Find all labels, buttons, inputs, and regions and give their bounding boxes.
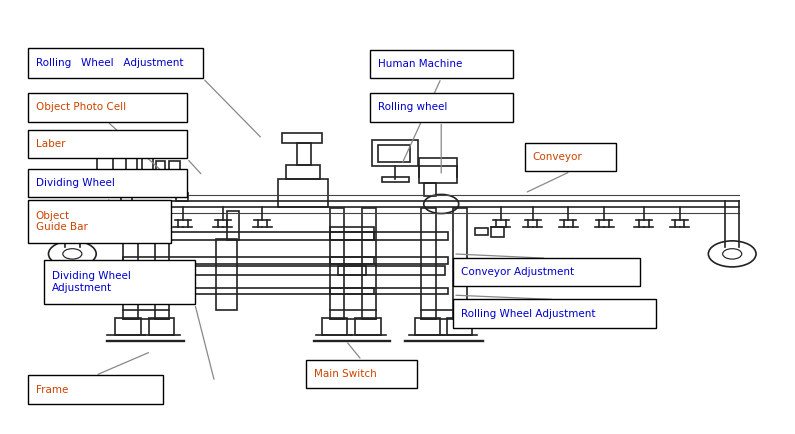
Bar	[372, 140, 418, 166]
Bar	[297, 143, 311, 165]
Bar	[419, 158, 457, 183]
Bar	[338, 266, 445, 275]
Bar	[330, 227, 374, 240]
Text: Rolling   Wheel   Adjustment: Rolling Wheel Adjustment	[36, 58, 184, 68]
Bar	[370, 50, 513, 78]
Bar	[330, 208, 344, 319]
Bar	[97, 148, 113, 193]
Bar	[491, 227, 504, 237]
Text: Dividing Wheel: Dividing Wheel	[36, 178, 114, 188]
Bar	[28, 48, 203, 78]
Bar	[355, 318, 381, 335]
Bar	[176, 193, 188, 201]
Bar	[421, 208, 436, 319]
Bar	[453, 258, 640, 286]
Bar	[131, 266, 366, 275]
Bar	[453, 299, 656, 328]
Bar	[156, 161, 165, 189]
Text: Main Switch: Main Switch	[314, 369, 377, 379]
Bar	[123, 232, 374, 240]
Bar	[123, 257, 374, 264]
Bar	[447, 318, 472, 335]
Bar	[28, 130, 187, 158]
Bar	[28, 169, 187, 197]
Bar	[330, 288, 448, 294]
Bar	[370, 93, 513, 122]
Text: Dividing Wheel
Adjustment: Dividing Wheel Adjustment	[52, 271, 130, 293]
Bar	[525, 143, 616, 171]
Bar	[216, 239, 237, 310]
Bar	[322, 318, 347, 335]
Bar	[306, 360, 417, 388]
Bar	[28, 200, 171, 243]
Bar	[44, 260, 195, 304]
Bar	[142, 154, 153, 193]
Bar	[330, 232, 448, 240]
Bar	[121, 193, 132, 201]
Bar	[169, 161, 180, 187]
Bar	[28, 375, 163, 404]
Text: Rolling Wheel Adjustment: Rolling Wheel Adjustment	[461, 309, 595, 319]
Bar	[149, 318, 174, 335]
Bar	[28, 93, 187, 122]
Bar	[278, 179, 328, 207]
Bar	[415, 318, 440, 335]
Text: Rolling wheel: Rolling wheel	[378, 102, 447, 112]
Bar	[382, 177, 409, 182]
Bar	[123, 288, 374, 294]
Bar	[126, 156, 137, 189]
Bar	[362, 208, 376, 319]
Bar	[424, 183, 436, 196]
Bar	[227, 211, 239, 240]
Bar	[475, 228, 488, 235]
Bar	[123, 208, 138, 319]
Text: Object
Guide Bar: Object Guide Bar	[36, 210, 87, 232]
Text: Frame: Frame	[36, 385, 68, 395]
Bar	[378, 145, 410, 162]
Text: Laber: Laber	[36, 139, 65, 149]
Bar	[115, 318, 141, 335]
Text: Conveyor Adjustment: Conveyor Adjustment	[461, 267, 574, 277]
Bar	[286, 165, 320, 179]
Text: Object Photo Cell: Object Photo Cell	[36, 102, 126, 112]
Bar	[282, 133, 322, 143]
Text: Conveyor: Conveyor	[533, 152, 583, 162]
Bar	[330, 257, 448, 264]
Bar	[155, 208, 169, 319]
Text: Human Machine: Human Machine	[378, 59, 462, 69]
Bar	[453, 208, 467, 319]
